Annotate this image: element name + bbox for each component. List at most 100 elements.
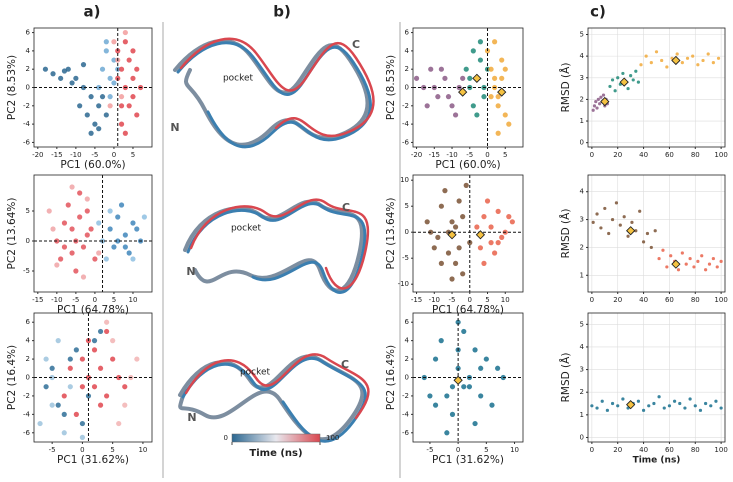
point [509, 219, 515, 225]
point [116, 374, 122, 381]
x-tick-label: 0 [80, 446, 84, 454]
point [641, 408, 646, 412]
x-axis-label: PC1 (60.0%) [60, 159, 125, 171]
point [452, 224, 459, 230]
point [709, 404, 713, 408]
point [99, 66, 106, 72]
x-tick-label: -15 [51, 151, 62, 159]
x-tick-label: -20 [411, 151, 422, 159]
plot-frame [33, 312, 153, 443]
point [413, 75, 420, 81]
point [477, 245, 484, 251]
point [716, 56, 721, 60]
point [431, 245, 437, 251]
point [111, 80, 117, 86]
point [467, 75, 473, 81]
point [80, 274, 87, 280]
point [118, 121, 125, 127]
point [77, 214, 83, 220]
point [639, 63, 643, 67]
point [130, 256, 136, 262]
y-tick-label: -4 [23, 120, 31, 128]
point [97, 402, 104, 408]
y-tick-label: 0 [405, 228, 409, 236]
plot-frame [412, 312, 524, 443]
point [134, 356, 140, 362]
y-tick-label: 6 [405, 29, 410, 37]
point [700, 254, 704, 258]
point [672, 399, 677, 403]
point [122, 39, 128, 45]
point [54, 262, 60, 268]
point [470, 48, 476, 54]
x-tick-label: 10 [129, 296, 138, 304]
y-tick-label: 6 [26, 318, 31, 326]
point [488, 240, 494, 246]
x-tick-label: 20 [613, 151, 622, 159]
point [592, 104, 597, 108]
colorbar-tick-label: 0 [224, 434, 228, 442]
point [675, 52, 679, 56]
y-tick-label: 2 [580, 388, 584, 396]
point [118, 103, 125, 109]
y-tick-label: 2 [26, 355, 30, 363]
point [438, 338, 444, 344]
centroid [626, 400, 636, 410]
point [678, 401, 682, 406]
point [502, 66, 508, 72]
point [591, 108, 595, 112]
point [442, 188, 448, 194]
point [432, 356, 439, 362]
y-tick-label: 4 [26, 47, 31, 55]
point [631, 78, 635, 82]
point [61, 430, 67, 436]
x-tick-label: 80 [691, 446, 700, 454]
point [79, 434, 86, 440]
point [614, 201, 619, 205]
point [85, 374, 92, 381]
plot-frame [412, 27, 524, 148]
point [122, 402, 128, 408]
point [438, 66, 444, 72]
point [707, 262, 712, 266]
point [130, 220, 136, 226]
y-tick-label: 6 [26, 29, 31, 37]
point [596, 97, 600, 101]
point [449, 103, 455, 109]
point [492, 39, 498, 45]
point [495, 103, 501, 109]
point [463, 182, 469, 188]
point [118, 94, 125, 100]
point [110, 338, 116, 344]
point [463, 66, 469, 72]
point [428, 66, 434, 72]
colorbar-label: Time (ns) [249, 448, 302, 459]
point [61, 393, 67, 399]
x-tick-label: 0 [590, 446, 594, 454]
point [96, 250, 102, 256]
y-tick-label: 0 [405, 374, 409, 382]
x-tick-label: -5 [426, 446, 433, 454]
y-tick-label: 3 [580, 216, 584, 224]
y-tick-label: -6 [23, 138, 31, 146]
point [61, 220, 68, 226]
point [96, 103, 102, 109]
panel-label: b) [273, 3, 291, 21]
point [495, 130, 501, 136]
point [96, 220, 102, 226]
point [84, 112, 90, 118]
y-tick-label: 10 [400, 176, 409, 184]
y-tick-label: -4 [402, 120, 410, 128]
y-tick-label: -6 [402, 429, 410, 437]
point [103, 112, 109, 118]
point [665, 65, 669, 69]
point [481, 94, 487, 100]
point [478, 393, 484, 399]
point [79, 384, 86, 390]
point [91, 338, 98, 344]
structure-art [173, 37, 375, 443]
point [88, 226, 94, 232]
y-tick-label: 2 [580, 243, 584, 251]
centroid [458, 87, 468, 97]
point [73, 347, 79, 353]
